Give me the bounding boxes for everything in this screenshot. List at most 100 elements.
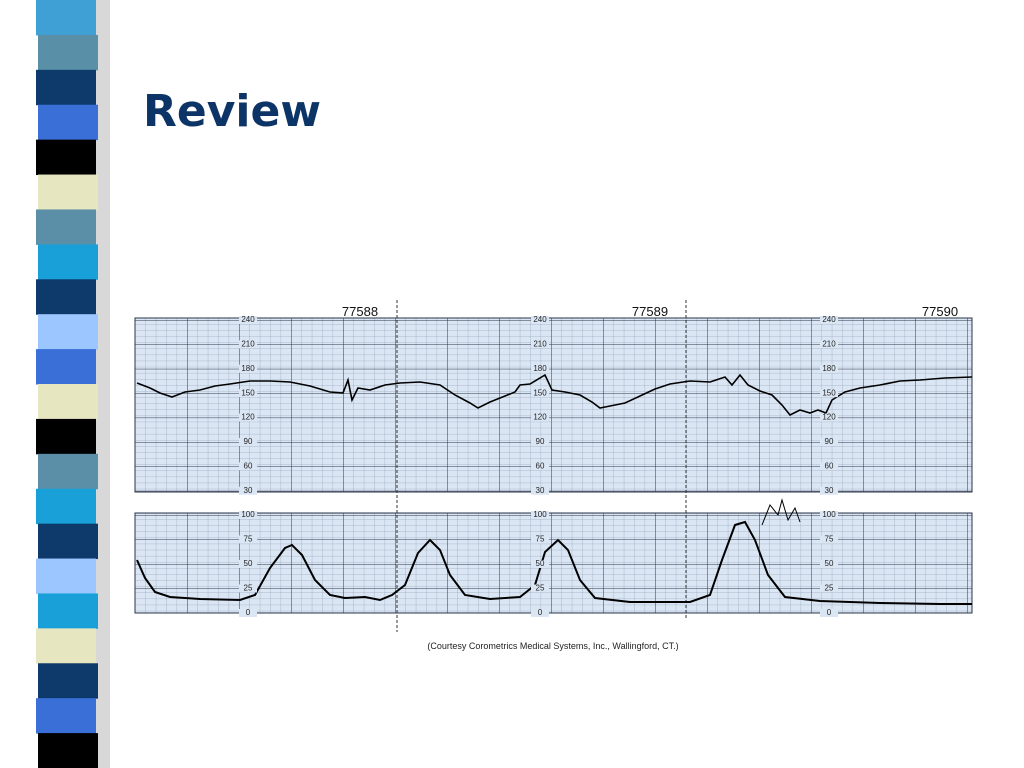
label-bg bbox=[531, 438, 549, 446]
stripe-bar bbox=[36, 0, 110, 768]
stripe bbox=[38, 733, 98, 768]
fhr-major-grid bbox=[134, 317, 973, 493]
label-bg bbox=[239, 535, 257, 544]
uc-scale-label: 75 bbox=[536, 535, 545, 544]
uc-scale-label: 100 bbox=[822, 510, 836, 519]
label-bg bbox=[239, 462, 257, 471]
label-bg bbox=[531, 389, 549, 398]
fhr-scale-label: 120 bbox=[241, 413, 255, 422]
stripe bbox=[36, 279, 96, 315]
fhr-scale-label: 240 bbox=[533, 315, 547, 324]
fhr-scale-label: 60 bbox=[536, 462, 545, 471]
uc-major-grid bbox=[134, 512, 973, 614]
label-bg bbox=[531, 413, 549, 422]
stripe bbox=[36, 139, 96, 176]
label-bg bbox=[239, 560, 257, 568]
stripe bbox=[38, 663, 98, 699]
fhr-scale-label: 60 bbox=[825, 462, 834, 471]
label-bg bbox=[239, 486, 257, 495]
fhr-trace bbox=[136, 373, 973, 417]
label-bg bbox=[239, 511, 257, 519]
fhr-scale-label: 90 bbox=[244, 437, 253, 446]
stripe bbox=[38, 244, 98, 280]
stripe bbox=[36, 628, 96, 664]
label-bg bbox=[531, 535, 549, 544]
caption: (Courtesy Corometrics Medical Systems, I… bbox=[427, 641, 678, 651]
stripe bbox=[36, 698, 96, 734]
fhr-scale-label: 30 bbox=[536, 486, 545, 495]
stripe bbox=[38, 453, 98, 490]
fhr-scale-label: 60 bbox=[244, 462, 253, 471]
strip-id: 77588 bbox=[342, 304, 378, 319]
label-bg bbox=[820, 413, 838, 422]
label-bg bbox=[239, 584, 257, 593]
stripe bbox=[38, 174, 98, 210]
uc-scale-label: 75 bbox=[244, 535, 253, 544]
fhr-scale-label: 180 bbox=[533, 364, 547, 373]
uc-scale-label: 100 bbox=[533, 510, 547, 519]
label-bg bbox=[531, 584, 549, 593]
strip-id: 77590 bbox=[922, 304, 958, 319]
stripe bbox=[36, 209, 96, 245]
label-bg bbox=[531, 316, 549, 324]
label-bg bbox=[820, 511, 838, 519]
handwriting bbox=[761, 498, 801, 526]
fhr-scale-label: 120 bbox=[533, 413, 547, 422]
uc-scale-label: 100 bbox=[241, 510, 255, 519]
stripe bbox=[38, 34, 98, 71]
slide-title: Review bbox=[143, 86, 321, 137]
uc-scale-label: 25 bbox=[825, 584, 834, 593]
label-bg bbox=[239, 438, 257, 446]
label-bg bbox=[820, 535, 838, 544]
fhr-scale-label: 240 bbox=[241, 315, 255, 324]
uc-scale-label: 50 bbox=[244, 559, 253, 568]
uc-scale-label: 50 bbox=[825, 559, 834, 568]
label-bg bbox=[820, 486, 838, 495]
stripe bbox=[38, 593, 98, 629]
label-bg bbox=[531, 462, 549, 471]
fhr-scale-label: 240 bbox=[822, 315, 836, 324]
label-bg bbox=[531, 364, 549, 373]
label-bg bbox=[820, 584, 838, 593]
label-bg bbox=[239, 609, 257, 617]
label-bg bbox=[820, 316, 838, 324]
stripe-shadow bbox=[96, 0, 110, 768]
uc-scale-label: 50 bbox=[536, 559, 545, 568]
stripe bbox=[38, 523, 98, 560]
uc-scale-label: 0 bbox=[827, 608, 832, 617]
stripe bbox=[36, 558, 96, 594]
stripe bbox=[36, 69, 96, 106]
fhr-scale-label: 30 bbox=[825, 486, 834, 495]
fhr-scale-label: 90 bbox=[825, 437, 834, 446]
uc-scale-label: 0 bbox=[538, 608, 543, 617]
label-bg bbox=[239, 389, 257, 398]
fhr-scale-label: 210 bbox=[241, 340, 255, 349]
label-bg bbox=[239, 413, 257, 422]
label-bg bbox=[820, 438, 838, 446]
uc-scale-label: 75 bbox=[825, 535, 834, 544]
fhr-scale-label: 180 bbox=[822, 364, 836, 373]
label-bg bbox=[531, 560, 549, 568]
fhr-scale-label: 150 bbox=[822, 388, 836, 397]
fhr-scale-label: 150 bbox=[533, 388, 547, 397]
label-bg bbox=[820, 462, 838, 471]
label-bg bbox=[820, 340, 838, 349]
uc-scale-label: 0 bbox=[246, 608, 251, 617]
fhr-scale-label: 90 bbox=[536, 437, 545, 446]
label-bg bbox=[239, 340, 257, 349]
stripe bbox=[38, 104, 98, 141]
uc-scale-label: 25 bbox=[536, 584, 545, 593]
label-bg bbox=[239, 316, 257, 324]
stripe bbox=[38, 314, 98, 350]
label-bg bbox=[820, 364, 838, 373]
label-bg bbox=[531, 340, 549, 349]
fhr-scale-label: 210 bbox=[822, 340, 836, 349]
stripe bbox=[36, 0, 96, 36]
strip-id: 77589 bbox=[632, 304, 668, 319]
fhr-scale-label: 150 bbox=[241, 388, 255, 397]
fhr-scale-label: 180 bbox=[241, 364, 255, 373]
fhr-scale-label: 120 bbox=[822, 413, 836, 422]
stripe bbox=[36, 418, 96, 455]
label-bg bbox=[531, 609, 549, 617]
